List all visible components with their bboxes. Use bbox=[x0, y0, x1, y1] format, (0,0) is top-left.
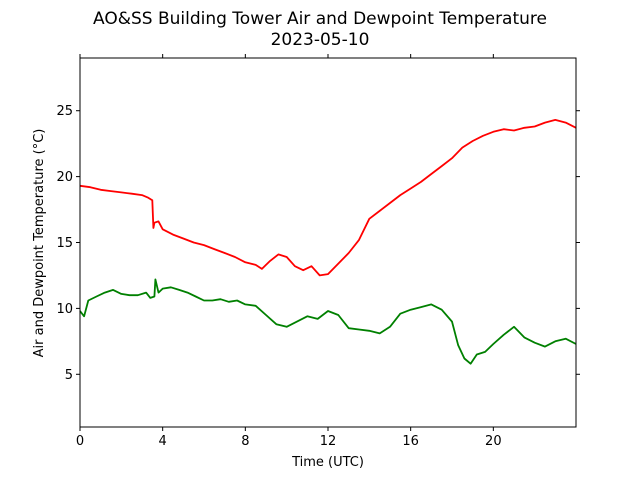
x-axis-label: Time (UTC) bbox=[291, 455, 364, 470]
x-tick-label: 16 bbox=[402, 434, 419, 449]
plot-area bbox=[80, 58, 576, 427]
y-tick-label: 20 bbox=[56, 170, 73, 185]
x-tick-label: 0 bbox=[76, 434, 84, 449]
chart-title: AO&SS Building Tower Air and Dewpoint Te… bbox=[93, 9, 547, 29]
y-tick-label: 10 bbox=[56, 302, 73, 317]
chart-subtitle: 2023-05-10 bbox=[271, 30, 370, 50]
tick-layer: 0 4 8 12 16 20 5 10 15 20 25 bbox=[56, 54, 580, 449]
y-tick-label: 15 bbox=[56, 236, 73, 251]
x-tick-label: 4 bbox=[159, 434, 167, 449]
y-tick-label: 5 bbox=[65, 368, 73, 383]
series-layer bbox=[79, 119, 577, 365]
series-line-0 bbox=[79, 119, 577, 277]
x-tick-label: 20 bbox=[485, 434, 502, 449]
y-tick-label: 25 bbox=[56, 104, 73, 119]
x-tick-label: 12 bbox=[320, 434, 337, 449]
series-line-1 bbox=[79, 278, 577, 365]
y-axis-label: Air and Dewpoint Temperature (°C) bbox=[32, 129, 47, 358]
x-tick-label: 8 bbox=[241, 434, 249, 449]
